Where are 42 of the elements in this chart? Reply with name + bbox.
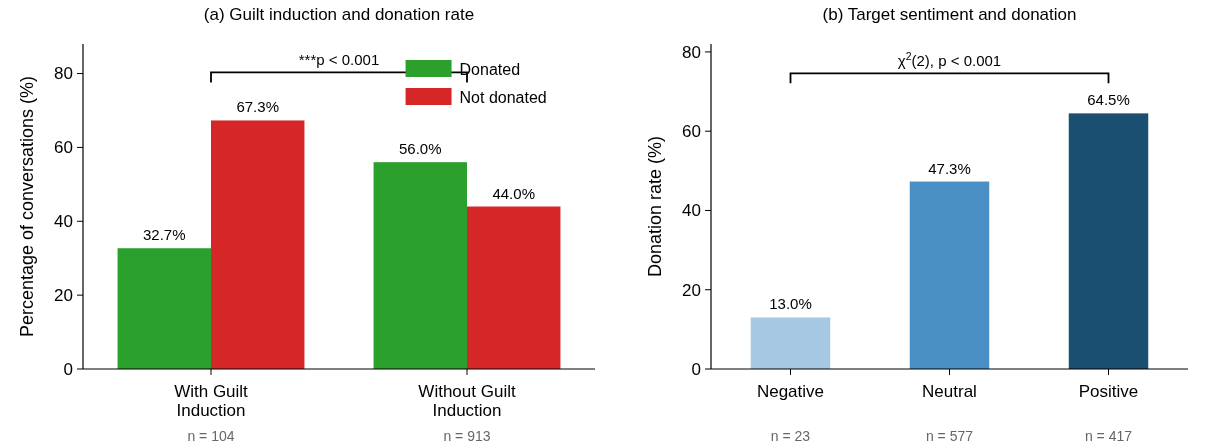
legend-label: Not donated: [459, 88, 547, 106]
x-tick-label: Without Guilt Induction: [418, 382, 516, 420]
y-tick-label: 40: [682, 201, 701, 221]
y-tick-label: 60: [54, 138, 73, 158]
y-tick-label: 20: [682, 280, 701, 300]
text: n = 913: [443, 428, 491, 444]
data-label: 32.7%: [143, 226, 186, 244]
x-tick-label: Neutral: [922, 382, 977, 401]
x-tick-label: With Guilt Induction: [174, 382, 249, 420]
data-label: 47.3%: [928, 159, 971, 177]
chart-title: (a) Guilt induction and donation rate: [203, 5, 475, 24]
y-tick-label: 0: [63, 359, 73, 379]
y-axis-title: Donation rate (%): [645, 135, 665, 278]
bar: [117, 248, 211, 369]
y-tick-label: 0: [691, 359, 701, 379]
legend-label: Donated: [459, 60, 521, 78]
y-axis-title: Percentage of conversations (%): [17, 75, 37, 338]
chart-title: (b) Target sentiment and donation: [822, 5, 1077, 24]
data-label: 13.0%: [769, 295, 812, 313]
bar: [1068, 113, 1149, 369]
bar: [750, 317, 831, 369]
x-tick-label: Positive: [1078, 382, 1139, 401]
annotation: ***p < 0.001: [298, 51, 380, 69]
y-tick-label: 80: [54, 64, 73, 84]
bar: [211, 120, 305, 369]
data-label: 56.0%: [399, 140, 442, 158]
bar: [467, 206, 561, 369]
y-tick-label: 20: [54, 286, 73, 306]
bar: [909, 181, 990, 369]
data-label: 44.0%: [492, 184, 535, 202]
data-label: 64.5%: [1087, 91, 1130, 109]
text: n = 417: [1084, 428, 1133, 444]
y-tick-label: 40: [54, 212, 73, 232]
text: n = 577: [925, 428, 974, 444]
data-label: 67.3%: [236, 98, 279, 116]
text: n = 23: [770, 428, 811, 444]
bar: [373, 162, 467, 369]
annotation: χ$^{2}$(2), p < 0.001: [897, 50, 1002, 70]
y-tick-label: 60: [682, 122, 701, 142]
y-tick-label: 80: [682, 42, 701, 62]
x-tick-label: Negative: [756, 382, 825, 401]
text: n = 104: [187, 428, 235, 444]
